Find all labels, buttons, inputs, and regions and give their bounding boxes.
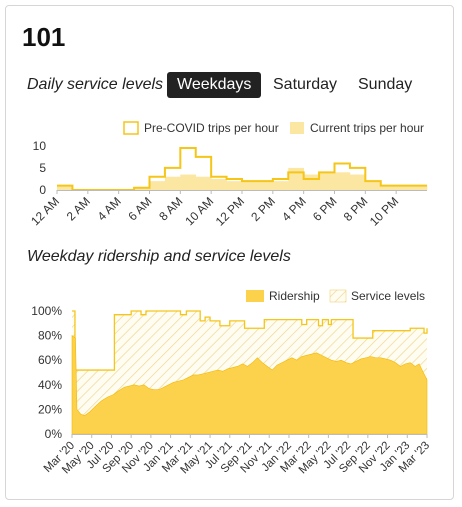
current-trips-bar [288, 167, 304, 190]
legend-label-precovid: Pre-COVID trips per hour [144, 121, 279, 135]
tab-weekdays[interactable]: Weekdays [167, 72, 262, 98]
daily-service-label: Daily service levels [27, 76, 164, 93]
ridership-area [71, 335, 428, 435]
legend-label-ridership: Ridership [269, 289, 320, 303]
route-title: 101 [22, 22, 66, 52]
current-trips-bar [149, 181, 166, 190]
x-tick-label: 10 PM [367, 194, 401, 228]
current-trips-bar [334, 172, 351, 190]
y-tick-label: 60% [38, 353, 62, 367]
x-tick-label: 8 PM [341, 194, 371, 224]
x-tick-label: 6 PM [310, 194, 340, 224]
service-chart: Pre-COVID trips per hour Current trips pe… [28, 121, 428, 229]
y-tick-label: 0 [39, 183, 46, 197]
legend-swatch-current [290, 122, 304, 134]
x-tick-label: 4 PM [279, 194, 309, 224]
precovid-trips-line [57, 147, 427, 191]
current-trips-bar [380, 185, 397, 190]
current-trips-bar [272, 181, 289, 190]
ridership-section-label: Weekday ridership and service levels [27, 248, 291, 265]
current-trips-bar [411, 185, 428, 190]
current-trips-bar [349, 174, 366, 190]
x-tick-label: 6 AM [125, 194, 154, 223]
tab-sunday[interactable]: Sunday [358, 76, 413, 93]
legend-swatch-precovid [123, 121, 139, 135]
x-tick-label: 2 PM [248, 194, 278, 224]
x-tick-label: 4 AM [95, 194, 124, 223]
current-trips-bar [303, 174, 320, 190]
current-trips-bar [396, 185, 412, 190]
current-trips-bar [319, 172, 335, 190]
tab-saturday[interactable]: Saturday [273, 76, 338, 93]
current-trips-bar [180, 174, 197, 190]
current-trips-bar [57, 185, 73, 190]
y-tick-label: 10 [33, 139, 47, 153]
current-trips-bar [257, 181, 274, 190]
current-trips-bar [242, 181, 258, 190]
current-trips-bar [195, 176, 212, 190]
current-trips-bar [365, 181, 382, 190]
y-tick-label: 80% [38, 329, 62, 343]
x-tick-label: 2 AM [64, 194, 93, 223]
service-levels-line [72, 310, 428, 371]
x-tick-label: 12 PM [213, 194, 247, 228]
current-trips-bar [134, 187, 150, 190]
current-trips-bar [226, 181, 243, 190]
x-tick-label: 10 AM [182, 194, 216, 228]
legend-label-service: Service levels [351, 289, 425, 303]
legend-swatch-service [329, 289, 347, 303]
current-trips-bar [211, 178, 227, 190]
current-trips-bar [164, 176, 181, 190]
y-tick-label: 100% [31, 304, 62, 318]
y-tick-label: 5 [39, 161, 46, 175]
y-tick-label: 0% [45, 427, 63, 441]
legend-swatch-ridership [246, 290, 264, 302]
x-tick-label: 8 AM [156, 194, 185, 223]
y-tick-label: 40% [38, 378, 62, 392]
y-tick-label: 20% [38, 402, 62, 416]
x-tick-label: 12 AM [28, 194, 62, 228]
legend-label-current: Current trips per hour [310, 121, 424, 135]
